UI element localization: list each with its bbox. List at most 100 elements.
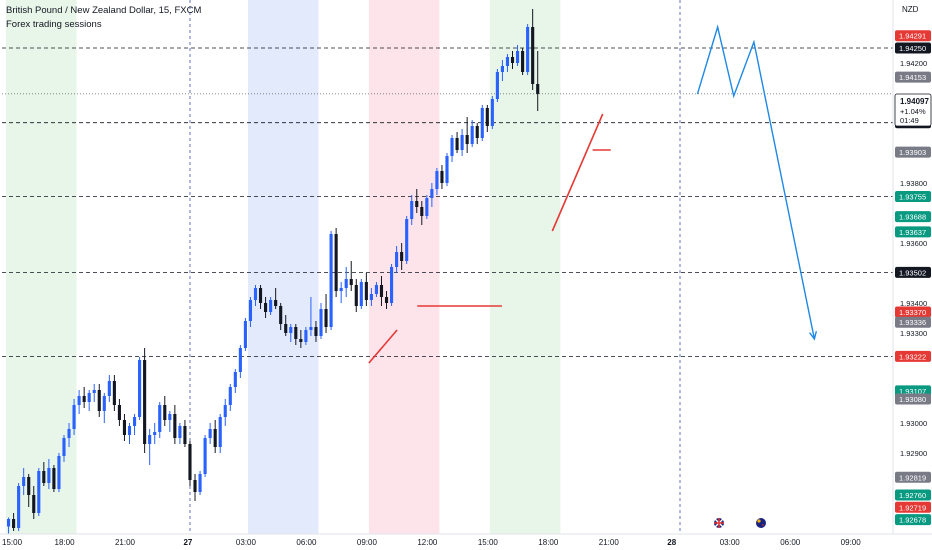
candlestick-series [6, 9, 540, 534]
price-badge: 1.93080 [895, 393, 931, 405]
candle-body [531, 27, 535, 84]
candle-body [233, 372, 237, 387]
candle-body [178, 426, 182, 438]
time-tick-label: 06:00 [296, 538, 317, 547]
candle-body [127, 426, 132, 435]
price-badge: 1.93370 [895, 306, 931, 318]
candle-body [359, 282, 363, 306]
time-axis-labels: 15:00 18:00 21:00 27 03:00 06:00 09:00 12:00 15:… [2, 538, 861, 547]
support-trendline[interactable] [368, 329, 398, 364]
price-badge-label: 1.92760 [899, 491, 926, 500]
candle-body [379, 285, 384, 297]
chart-legend: British Pound / New Zealand Dollar, 15, … [6, 4, 201, 32]
price-badges: 1.942911.942501.941531.940011.939031.937… [895, 30, 931, 526]
candle-body [37, 471, 41, 513]
price-badge-label: 1.93502 [899, 268, 926, 277]
candle-body [158, 405, 162, 432]
candle-body [289, 327, 293, 333]
horizontal-levels [2, 47, 893, 357]
time-tick-label: 15:00 [2, 538, 23, 547]
price-tick-label: 1.93600 [900, 239, 927, 248]
candle-body [455, 138, 459, 150]
candle-body [57, 456, 61, 489]
price-badge: 1.93903 [895, 146, 931, 158]
price-tick-label: 1.93000 [900, 419, 927, 428]
candle-body [138, 360, 142, 417]
projection-path[interactable] [696, 24, 816, 340]
candle-body [384, 297, 389, 303]
candle-body [284, 324, 288, 333]
symbol-title[interactable]: British Pound / New Zealand Dollar, 15, … [6, 5, 202, 16]
candle-body [223, 405, 227, 417]
candle-body [32, 495, 36, 513]
price-tick-label: 1.93800 [900, 179, 927, 188]
candle-body [314, 327, 318, 336]
candle-countdown: 01:49 [900, 116, 919, 125]
candle-body [450, 138, 454, 156]
price-badge: 1.93502 [895, 266, 931, 278]
price-badge: 1.93755 [895, 191, 931, 202]
candle-body [12, 519, 16, 528]
time-tick-label: 03:00 [236, 538, 257, 547]
candle-body [435, 171, 439, 189]
price-badge-label: 1.93755 [899, 193, 926, 202]
candle-body [536, 84, 540, 94]
price-tick-label: 1.94200 [900, 59, 927, 68]
candle-body [62, 438, 66, 456]
price-badge: 1.92819 [895, 471, 931, 483]
session-band [489, 0, 561, 534]
candle-body [183, 426, 187, 444]
candle-body [17, 486, 21, 528]
candle-body [364, 282, 368, 300]
candle-body [153, 432, 157, 435]
candle-body [188, 444, 192, 480]
candle-body [243, 321, 247, 348]
candle-body [213, 429, 217, 447]
candle-body [445, 156, 449, 183]
time-tick-label: 03:00 [720, 538, 741, 547]
price-badge: 1.93637 [895, 226, 931, 238]
indicator-label[interactable]: Forex trading sessions [6, 19, 102, 30]
support-trendline[interactable] [551, 113, 604, 232]
candle-body [475, 126, 479, 138]
candle-body [82, 396, 86, 402]
time-tick-label: 09:00 [841, 538, 862, 547]
last-price-change: +1.04% [900, 107, 926, 116]
candle-body [122, 420, 127, 435]
price-badge: 1.92678 [895, 514, 931, 526]
candle-body [495, 72, 499, 99]
candle-body [218, 417, 222, 447]
price-badge: 1.93336 [895, 316, 931, 328]
time-tick-label: 21:00 [599, 538, 620, 547]
candle-body [248, 300, 253, 321]
candle-body [117, 405, 121, 420]
candle-body [163, 405, 167, 420]
candle-body [354, 285, 358, 306]
price-badge-label: 1.93222 [899, 352, 926, 361]
price-badge-label: 1.94291 [899, 32, 926, 41]
price-badge-label: 1.92719 [899, 503, 926, 512]
price-badge-label: 1.92819 [899, 473, 926, 482]
candle-body [143, 360, 147, 444]
candle-body [470, 126, 474, 144]
candle-body [304, 330, 308, 342]
candle-body [465, 135, 469, 144]
uk-flag-icon[interactable] [714, 518, 724, 528]
candle-body [22, 477, 26, 486]
price-badge-label: 1.93637 [899, 228, 926, 237]
candle-body [208, 429, 212, 438]
candle-body [112, 381, 116, 405]
drawing-tools [368, 24, 818, 364]
time-tick-label: 27 [183, 538, 192, 547]
candle-body [515, 51, 520, 63]
candle-body [400, 252, 404, 261]
time-axis-background [0, 534, 932, 550]
candle-body [299, 339, 303, 342]
candle-body [420, 207, 424, 216]
candle-body [253, 288, 258, 300]
candle-body [309, 327, 313, 330]
price-badge-label: 1.92678 [899, 516, 926, 525]
nz-flag-icon[interactable] [756, 518, 766, 528]
candle-body [485, 108, 489, 126]
